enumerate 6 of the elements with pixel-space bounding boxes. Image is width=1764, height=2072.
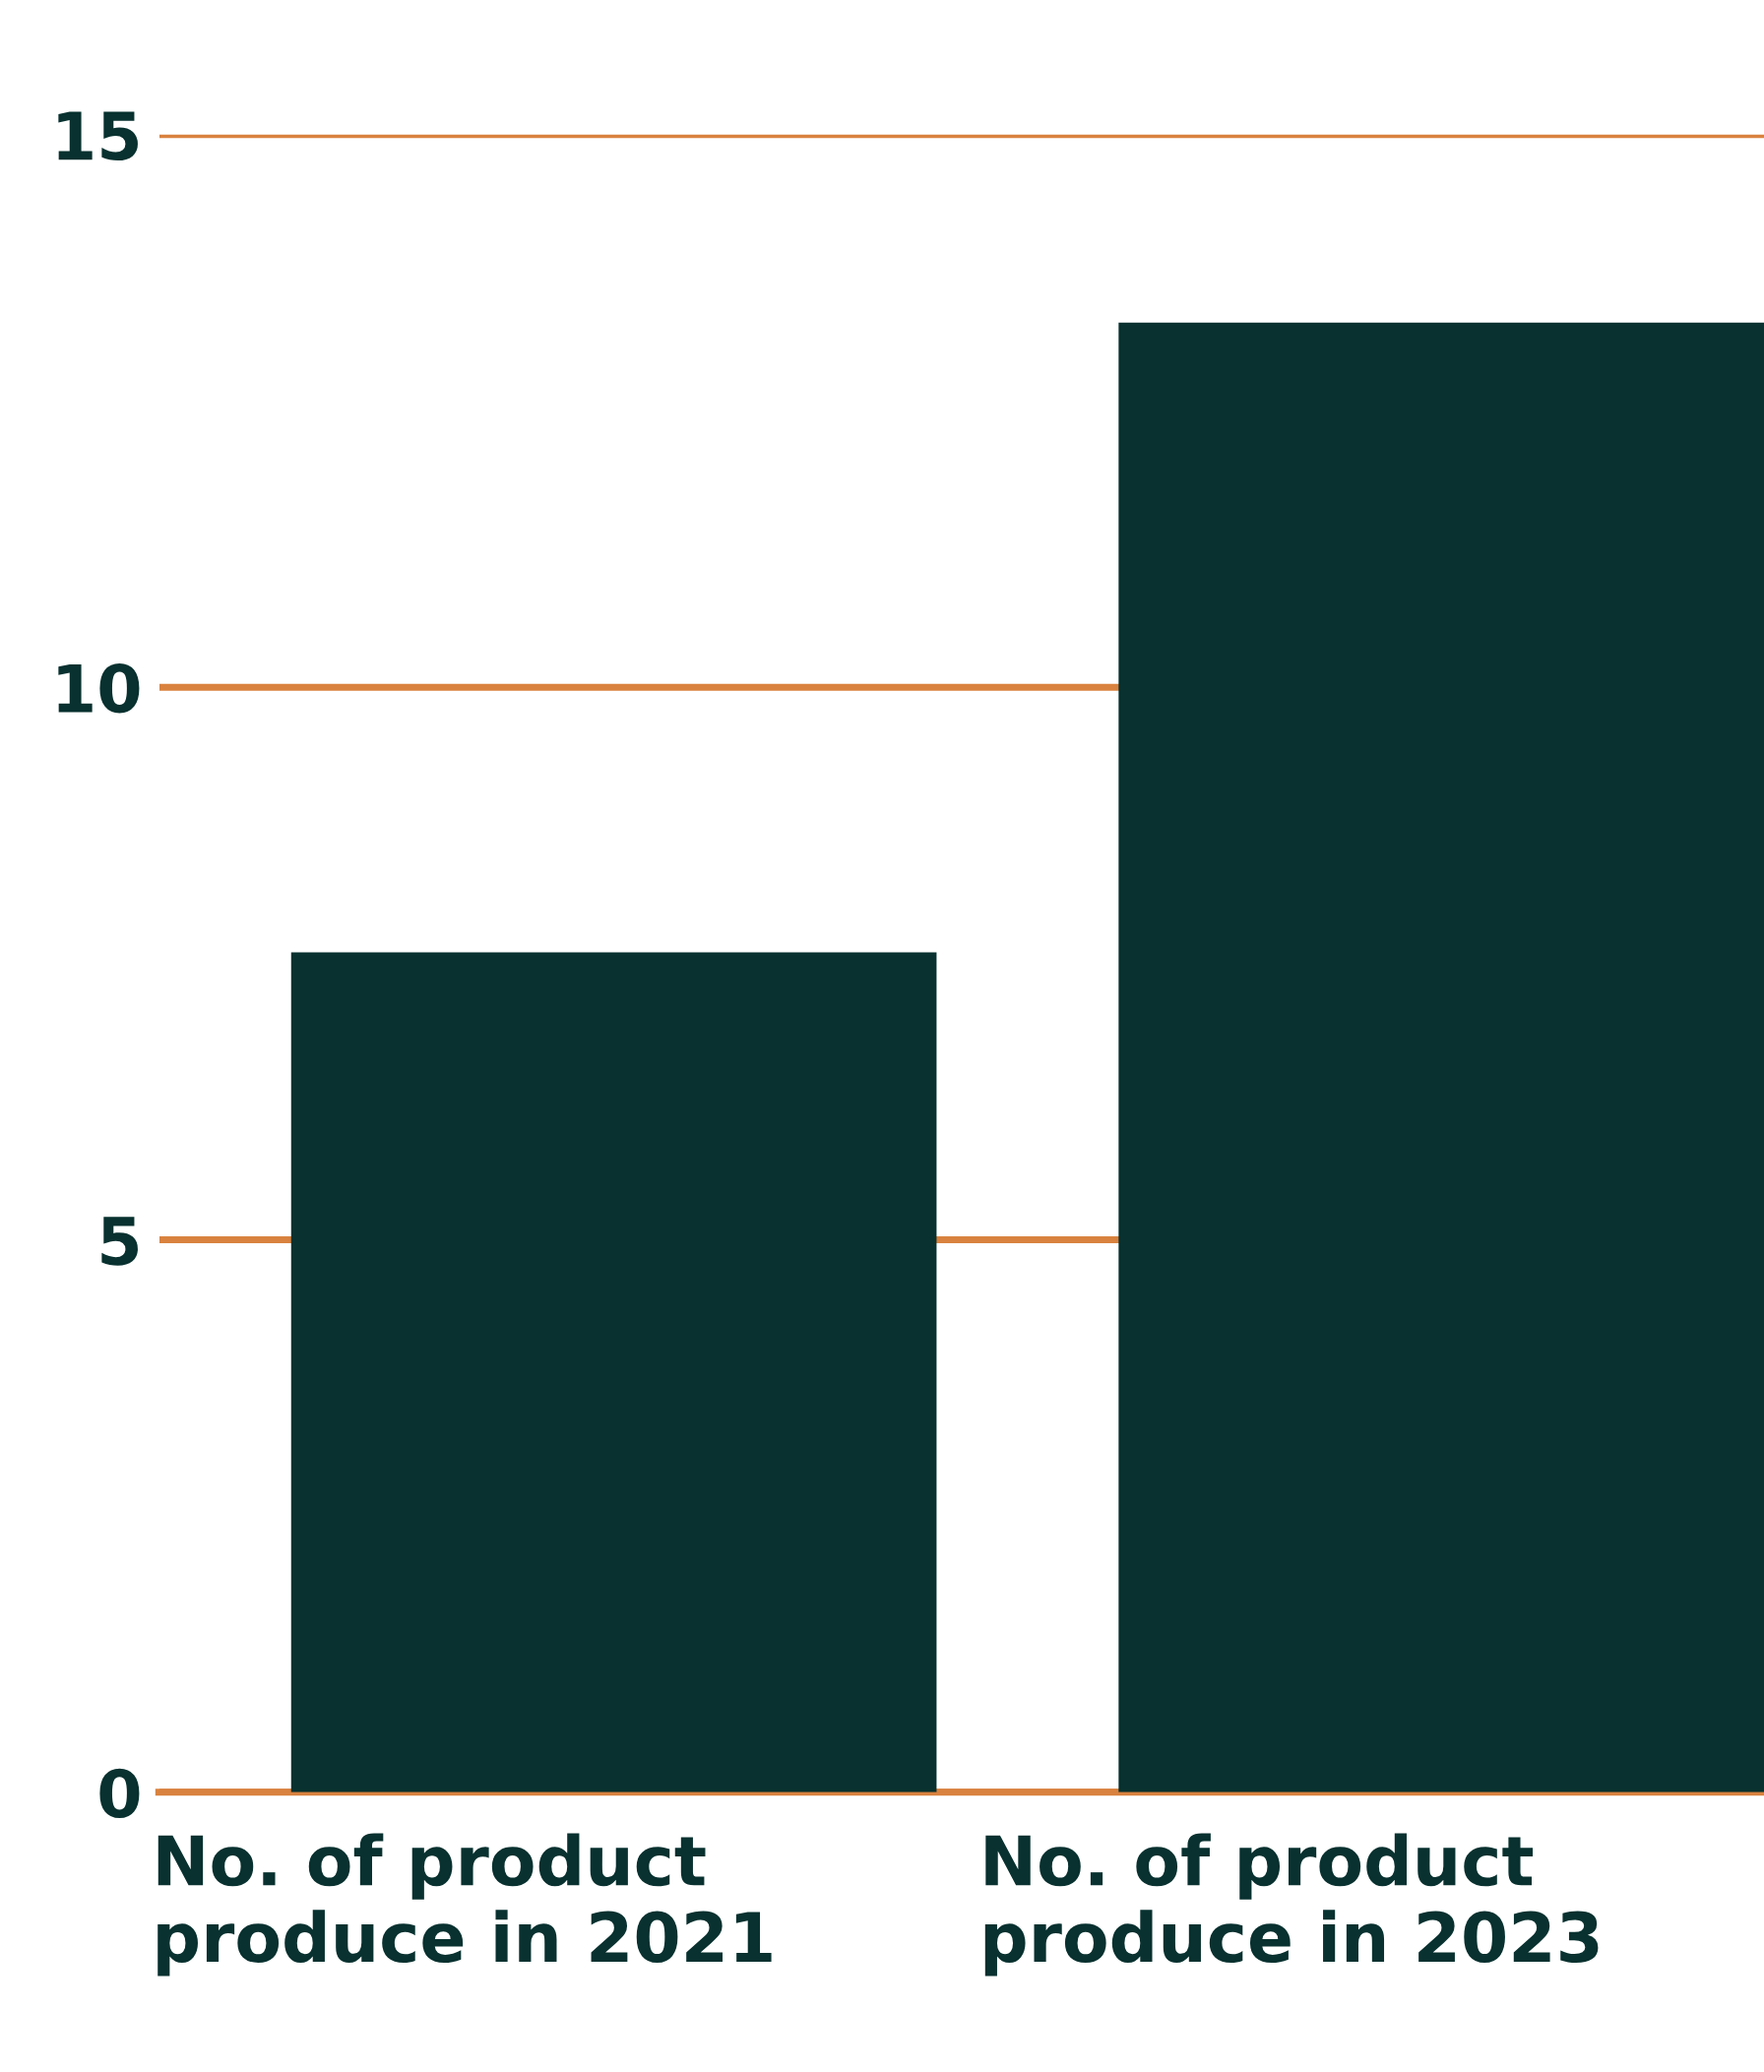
y-tick-label: 10: [58, 663, 140, 714]
y-tick-label: 0: [99, 1768, 140, 1819]
x-tick-label: No. of product produce in 2021: [158, 1833, 772, 1977]
x-tick-label: No. of product produce in 2023: [984, 1833, 1599, 1977]
y-tick-label: 5: [101, 1217, 138, 1266]
y-tick-label: 15: [58, 111, 138, 161]
